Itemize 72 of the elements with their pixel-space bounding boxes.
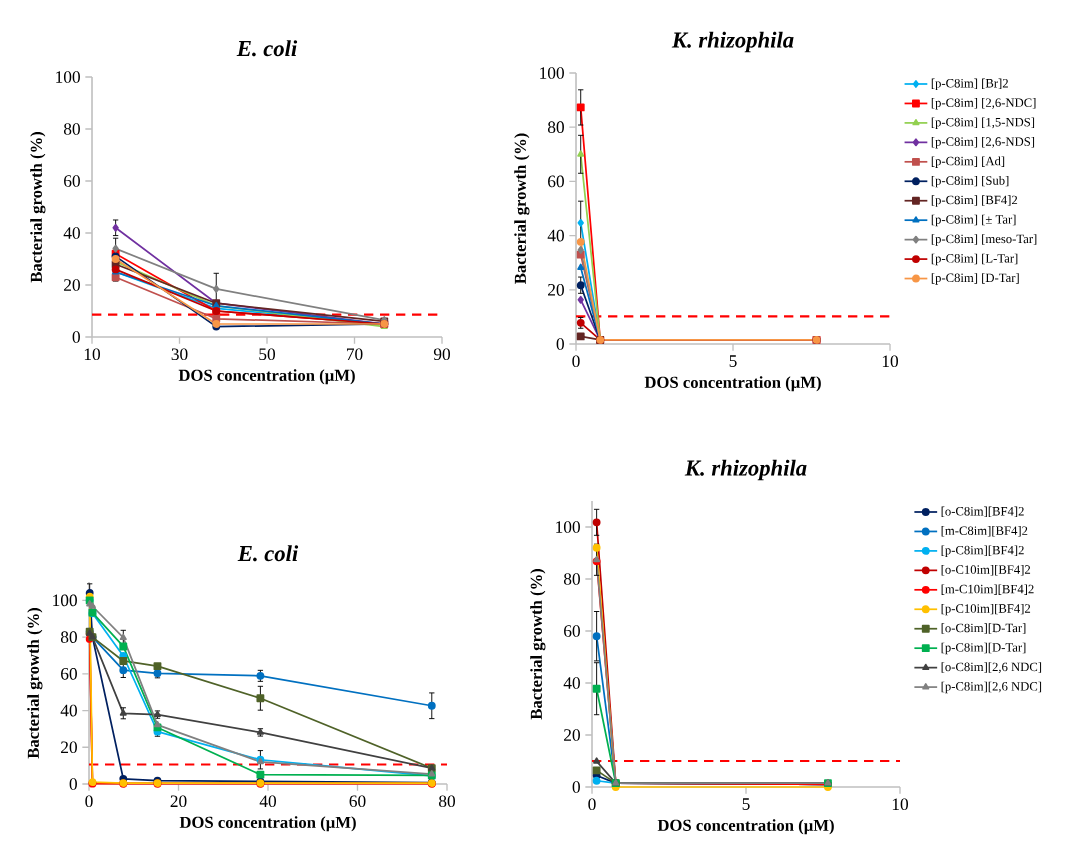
y-tick-label: 20: [64, 279, 80, 291]
y-tick-label: 80: [563, 573, 580, 585]
y-tick-label: 60: [564, 625, 580, 637]
x-tick-label: 10: [882, 355, 899, 368]
legend-label: [m-C10im][BF4]2: [941, 584, 1034, 595]
legend-label: [p-C8im][BF4]2: [941, 545, 1024, 557]
legend-label: [p-C8im][2,6 NDC]: [941, 681, 1042, 694]
legend-label: [p-C10im][BF4]2: [941, 603, 1031, 616]
y-tick-label: 80: [547, 121, 564, 134]
y-tick-label: 40: [547, 229, 564, 242]
legend-label: [p-C8im] [2,6-NDC]: [931, 98, 1036, 110]
x-tick-label: 0: [588, 798, 596, 811]
y-axis-title: Bacterial growth (%): [530, 568, 546, 720]
legend-label: [o-C8im][2,6 NDC]: [941, 662, 1042, 673]
legend-label: [p-C8im] [Sub]: [931, 175, 1009, 188]
y-tick-label: 60: [61, 667, 77, 680]
y-tick-label: 40: [63, 227, 80, 239]
x-tick-label: 5: [729, 355, 737, 367]
y-tick-label: 60: [64, 175, 80, 187]
legend-label: [p-C8im] [2,6-NDS]: [931, 136, 1035, 149]
y-tick-label: 0: [69, 778, 77, 790]
y-tick-label: 100: [56, 71, 80, 83]
legend-label: [p-C8im] [D-Tar]: [931, 273, 1019, 285]
y-tick-label: 80: [60, 631, 77, 643]
y-tick-label: 100: [556, 521, 580, 533]
x-tick-label: 10: [84, 348, 101, 361]
chart-title: K. rhizophila: [684, 459, 807, 481]
chart-title: E. coli: [236, 40, 298, 57]
legend-label: [p-C8im] [± Tar]: [931, 214, 1016, 227]
y-tick-label: 0: [72, 331, 80, 343]
x-tick-label: 20: [170, 795, 187, 808]
y-tick-label: 20: [564, 729, 580, 741]
x-tick-label: 5: [742, 798, 750, 810]
y-tick-label: 0: [556, 338, 564, 350]
y-axis-title: Bacterial growth (%): [514, 133, 530, 284]
y-tick-label: 40: [563, 677, 580, 689]
legend-label: [o-C8im][BF4]2: [941, 506, 1024, 518]
x-tick-label: 40: [259, 795, 277, 808]
x-tick-label: 0: [85, 795, 93, 808]
legend-label: [p-C8im][D-Tar]: [941, 642, 1026, 655]
y-tick-label: 60: [548, 175, 564, 188]
y-axis-title: Bacterial growth (%): [30, 131, 46, 283]
y-tick-label: 20: [548, 283, 564, 296]
y-tick-label: 80: [63, 123, 80, 135]
y-tick-label: 100: [53, 594, 77, 607]
x-tick-label: 80: [439, 795, 456, 808]
y-tick-label: 100: [540, 67, 564, 79]
x-tick-label: 10: [892, 798, 909, 811]
x-tick-label: 60: [349, 795, 366, 808]
legend-label: [p-C8im] [1,5-NDS]: [931, 117, 1035, 129]
x-axis-title: DOS concentration (µM): [178, 369, 355, 385]
y-tick-label: 40: [60, 704, 77, 717]
y-axis-title: Bacterial growth (%): [27, 607, 43, 759]
legend-label: [p-C8im] [Br]2: [931, 78, 1008, 91]
legend-label: [p-C8im] [meso-Tar]: [931, 234, 1037, 246]
x-tick-label: 50: [259, 348, 276, 361]
chart-title: K. rhizophila: [671, 31, 794, 53]
legend-label: [p-C8im] [L-Tar]: [931, 253, 1018, 266]
legend-label: [p-C8im] [BF4]2: [931, 195, 1018, 207]
legend-label: [m-C8im][BF4]2: [941, 526, 1028, 537]
x-axis-title: DOS concentration (µM): [657, 819, 834, 835]
x-tick-label: 30: [171, 348, 188, 361]
y-tick-label: 20: [61, 741, 77, 754]
legend-label: [o-C10im][BF4]2: [941, 564, 1031, 576]
legend-label: [p-C8im] [Ad]: [931, 156, 1005, 168]
legend-label: [o-C8im][D-Tar]: [941, 623, 1026, 634]
chart-title: E. coli: [237, 545, 299, 562]
x-axis-title: DOS concentration (µM): [179, 816, 356, 832]
x-tick-label: 70: [346, 348, 363, 361]
y-tick-label: 0: [572, 781, 580, 793]
x-tick-label: 90: [433, 348, 451, 361]
x-axis-title: DOS concentration (µM): [644, 376, 821, 392]
